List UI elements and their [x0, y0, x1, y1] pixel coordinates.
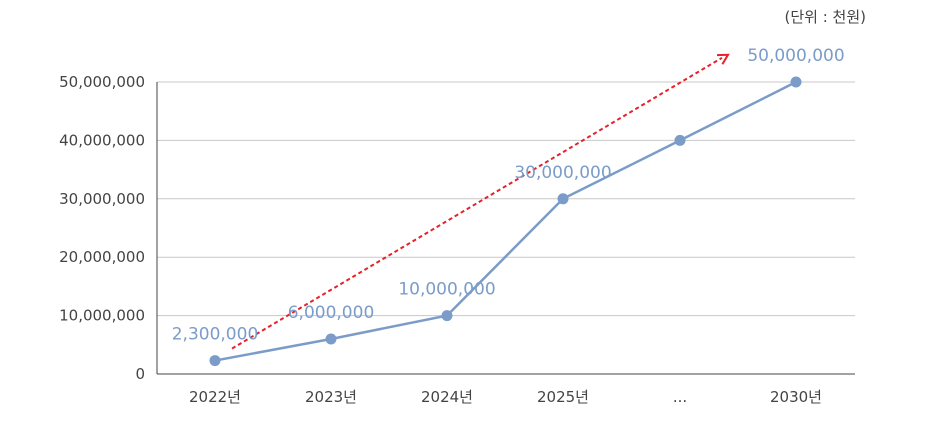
- y-tick-label: 0: [135, 365, 145, 383]
- data-point: [325, 333, 337, 345]
- x-tick-label: 2023년: [305, 388, 357, 406]
- x-tick-label: 2024년: [421, 388, 473, 406]
- grid-layer: [157, 81, 855, 317]
- data-label: 50,000,000: [747, 46, 844, 66]
- data-label: 30,000,000: [514, 163, 611, 183]
- trend-arrow-line: [231, 56, 723, 350]
- trend-arrow-head: [716, 53, 730, 65]
- data-point: [674, 134, 686, 146]
- x-tick-label: ...: [673, 388, 687, 406]
- data-point: [790, 76, 802, 88]
- data-label: 10,000,000: [398, 280, 495, 300]
- label-layer: 2,300,000 6,000,000 10,000,000 30,000,000 50…: [172, 46, 845, 345]
- data-label: 6,000,000: [288, 303, 375, 323]
- axis-layer: 0 10,000,000 20,000,000 30,000,000 40,000,00…: [59, 73, 855, 406]
- y-tick-label: 30,000,000: [59, 190, 145, 208]
- x-tick-label: 2022년: [189, 388, 241, 406]
- y-tick-label: 50,000,000: [59, 73, 145, 91]
- trend-layer: [231, 53, 730, 350]
- data-point: [441, 310, 453, 322]
- unit-note: (단위 : 천원): [784, 8, 867, 26]
- x-tick-label: 2030년: [770, 388, 822, 406]
- y-tick-label: 40,000,000: [59, 131, 145, 149]
- series-line: [214, 80, 797, 362]
- x-tick-label: 2025년: [537, 388, 589, 406]
- y-tick-label: 20,000,000: [59, 248, 145, 266]
- y-tick-label: 10,000,000: [59, 307, 145, 325]
- data-label: 2,300,000: [172, 325, 259, 345]
- series-layer: [209, 76, 802, 367]
- data-point: [557, 193, 569, 205]
- data-point: [209, 355, 221, 367]
